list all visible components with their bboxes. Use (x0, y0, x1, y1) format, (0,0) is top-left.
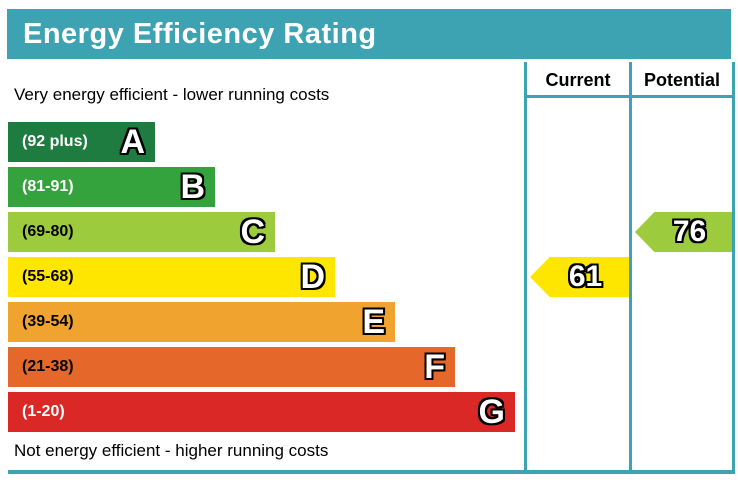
band-row-B: (81-91) B (8, 167, 215, 207)
band-letter: E (362, 303, 385, 341)
band-letter: B (180, 168, 205, 206)
band-letter: C (240, 213, 265, 251)
table-right-border (732, 62, 735, 474)
band-range-label: (92 plus) (22, 133, 88, 150)
band-letter: F (424, 348, 445, 386)
band-letter: G (478, 393, 505, 431)
top-note: Very energy efficient - lower running co… (14, 85, 330, 104)
band-row-E: (39-54) E (8, 302, 395, 342)
band-range-label: (1-20) (22, 403, 65, 420)
band-range-label: (55-68) (22, 268, 74, 285)
bottom-border (8, 470, 735, 474)
table-middle-border (629, 62, 632, 474)
band-range-label: (81-91) (22, 178, 74, 195)
potential-rating-arrow: 76 (635, 212, 732, 252)
current-rating-arrow: 61 (530, 257, 629, 297)
band-row-G: (1-20) G (8, 392, 515, 432)
potential-column-header: Potential (643, 70, 720, 90)
band-row-F: (21-38) F (8, 347, 455, 387)
page-title: Energy Efficiency Rating (7, 9, 731, 59)
band-range-label: (21-38) (22, 358, 74, 375)
band-letter: A (120, 123, 145, 161)
band-row-A: (92 plus) A (8, 122, 155, 162)
band-letter: D (300, 258, 325, 296)
band-row-C: (69-80) C (8, 212, 275, 252)
bottom-note: Not energy efficient - higher running co… (14, 441, 329, 460)
band-range-label: (39-54) (22, 313, 74, 330)
header-underline (524, 95, 735, 98)
band-row-D: (55-68) D (8, 257, 335, 297)
table-left-border (524, 62, 527, 474)
current-column-header: Current (545, 70, 611, 90)
band-range-label: (69-80) (22, 223, 74, 240)
